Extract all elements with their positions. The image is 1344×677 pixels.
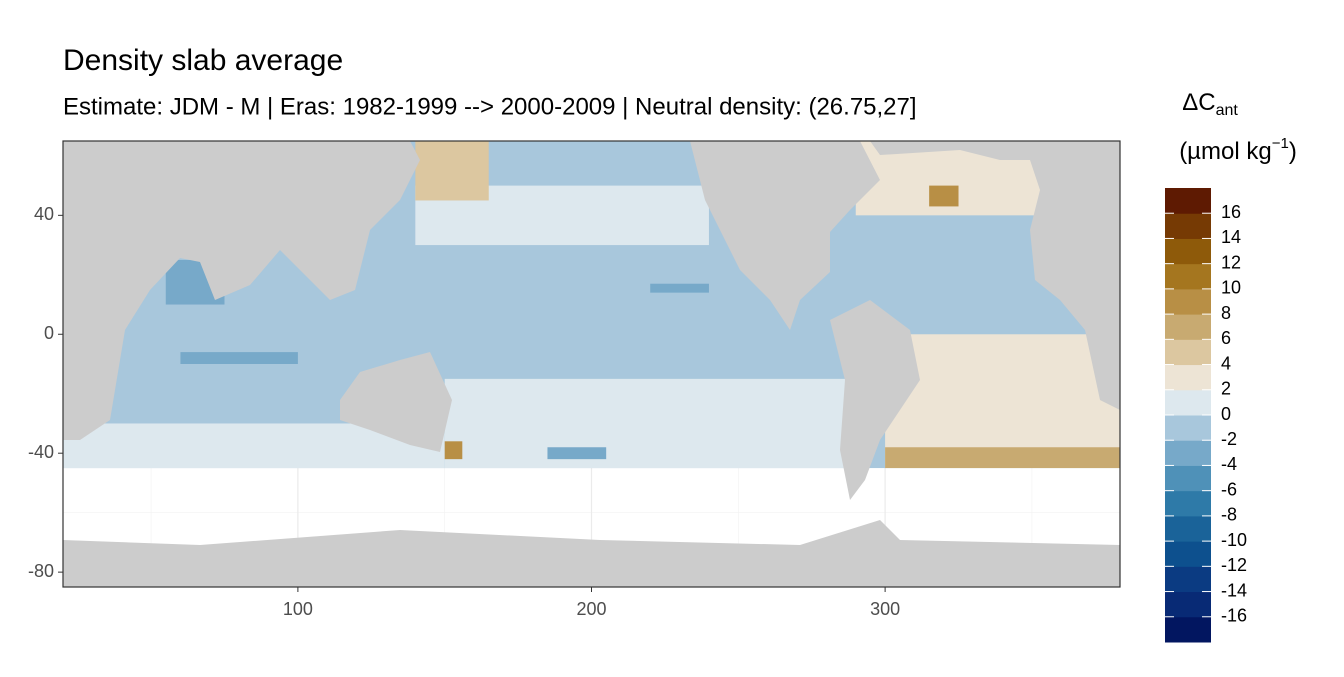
land-greenland	[870, 141, 1120, 160]
data-patch	[885, 334, 1120, 469]
land-north-america	[690, 141, 880, 330]
land	[63, 141, 1120, 587]
legend-title: ΔCant	[1182, 89, 1238, 119]
legend-label: 14	[1221, 227, 1241, 247]
x-tick-label: 200	[576, 599, 606, 619]
legend-swatch	[1165, 364, 1211, 391]
legend-label: -12	[1221, 555, 1247, 575]
legend-swatch	[1165, 591, 1211, 618]
legend-swatch	[1165, 440, 1211, 466]
legend-swatch	[1165, 541, 1211, 567]
legend-label: -10	[1221, 530, 1247, 550]
legend-label: -6	[1221, 479, 1237, 499]
legend-swatch	[1165, 263, 1211, 290]
y-tick-label: 0	[44, 323, 54, 343]
legend-label: -8	[1221, 505, 1237, 525]
legend-swatch	[1165, 515, 1211, 542]
legend-title-sub: ant	[1216, 102, 1239, 119]
land-australia	[340, 352, 452, 452]
legend-label: 2	[1221, 379, 1231, 399]
data-patch	[444, 378, 856, 469]
data-patch	[180, 352, 298, 364]
data-patch	[885, 447, 1120, 469]
legend-unit-main: (µmol kg	[1179, 138, 1272, 165]
legend-unit-end: )	[1289, 138, 1297, 165]
legend-label: 6	[1221, 328, 1231, 348]
legend-swatch	[1165, 415, 1211, 441]
data-patch	[444, 441, 463, 460]
legend-unit: (µmol kg−1)	[1179, 135, 1297, 165]
legend-label: -14	[1221, 580, 1247, 600]
chart-title: Density slab average	[63, 44, 343, 77]
legend-swatch	[1165, 566, 1211, 593]
legend-swatch	[1165, 188, 1211, 214]
axes: 100 200 300 -80 -40 0 40	[28, 204, 900, 619]
legend-swatch	[1165, 339, 1211, 366]
data-patch	[415, 141, 489, 201]
x-tick-label: 100	[283, 599, 313, 619]
legend-title-main: ΔC	[1182, 89, 1215, 116]
y-tick-label: 40	[34, 204, 54, 224]
legend-label: 12	[1221, 252, 1241, 272]
legend-swatch	[1165, 465, 1211, 492]
legend-label: -2	[1221, 429, 1237, 449]
legend-swatch	[1165, 238, 1211, 265]
legend-swatch	[1165, 616, 1211, 643]
x-tick-label: 300	[870, 599, 900, 619]
legend-swatch	[1165, 213, 1211, 239]
legend-label: 16	[1221, 202, 1241, 222]
legend: -16 -14 -12 -10 -8 -6 -4 -2 0 2 4 6 8 10 12 14 16	[1165, 188, 1247, 643]
data-patch	[929, 185, 959, 207]
land-antarctica	[63, 520, 1120, 587]
legend-label: 8	[1221, 303, 1231, 323]
legend-label: 0	[1221, 404, 1231, 424]
land-eurasia-africa	[63, 141, 420, 440]
land-south-america	[830, 300, 920, 500]
y-tick-label: -40	[28, 442, 54, 462]
land-europe-africa	[1030, 160, 1120, 410]
legend-label: 4	[1221, 353, 1231, 373]
legend-swatch	[1165, 288, 1211, 315]
y-tick-label: -80	[28, 561, 54, 581]
data-patch	[547, 447, 607, 460]
legend-swatch	[1165, 389, 1211, 416]
legend-label: -4	[1221, 454, 1237, 474]
legend-label: 10	[1221, 278, 1241, 298]
data-patch	[650, 283, 709, 293]
legend-unit-sup: −1	[1272, 135, 1289, 152]
legend-swatch	[1165, 490, 1211, 517]
legend-swatch	[1165, 314, 1211, 340]
chart-subtitle: Estimate: JDM - M | Eras: 1982-1999 --> …	[63, 93, 917, 120]
legend-label: -16	[1221, 606, 1247, 626]
